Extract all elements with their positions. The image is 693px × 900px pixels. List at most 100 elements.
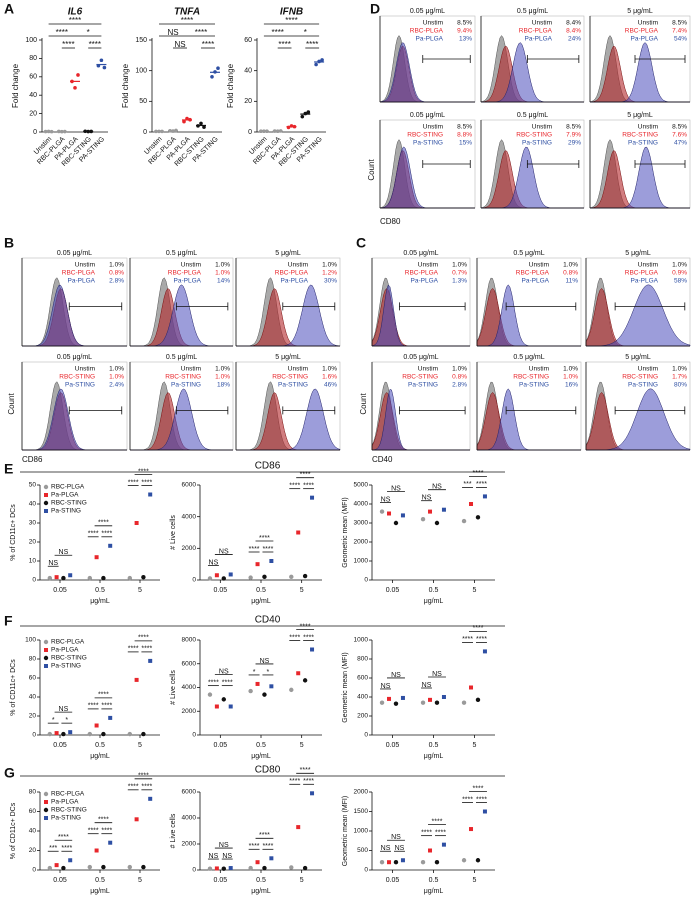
significance-label: **** (88, 531, 99, 538)
gate-percent: 8.5% (566, 124, 581, 131)
y-axis-label: Geometric mean (MFI) (342, 796, 349, 866)
data-point (207, 692, 213, 697)
data-point (441, 507, 446, 512)
legend-label: RBC-PLGA (51, 791, 85, 798)
data-point (199, 121, 203, 126)
data-point (141, 574, 146, 580)
significance-label: **** (249, 546, 260, 553)
significance-label: **** (473, 470, 484, 477)
x-tick-label: 5 (300, 587, 304, 594)
significance-label: **** (303, 634, 314, 641)
data-point (289, 865, 294, 870)
gate-name: Unstim (638, 124, 658, 131)
y-tick-label: 0 (364, 732, 368, 739)
gate-name: Unstim (288, 366, 308, 373)
y-tick-label: 5000 (354, 482, 369, 489)
data-point (54, 575, 59, 580)
gate-name: Unstim (181, 366, 201, 373)
significance-label: NS (222, 853, 232, 860)
data-point (306, 110, 311, 114)
significance-label: NS (219, 842, 229, 849)
data-point (387, 511, 392, 516)
legend-marker (44, 509, 48, 513)
gate-percent: 0.7% (452, 270, 467, 277)
significance-label: **** (289, 483, 300, 490)
data-point (379, 700, 385, 705)
significance-label: **** (98, 520, 109, 527)
data-point (420, 700, 426, 705)
panel-label: A (4, 1, 14, 17)
gate-percent: 7.6% (672, 132, 687, 139)
x-axis-label: CD40 (372, 455, 393, 464)
significance-label: NS (209, 559, 219, 566)
gate-name: Pa-PLGA (525, 36, 553, 43)
gate-percent: 8.5% (457, 124, 472, 131)
data-point (102, 65, 107, 70)
significance-label: **** (141, 479, 152, 486)
data-point (400, 513, 405, 518)
y-tick-label: 60 (29, 808, 37, 815)
significance-label: **** (473, 785, 484, 792)
gate-name: RBC-STING (513, 374, 549, 381)
data-point (428, 848, 433, 853)
significance-label: **** (259, 535, 270, 542)
gate-percent: 0.8% (563, 270, 578, 277)
y-axis-label: Fold change (121, 63, 130, 108)
histogram (476, 392, 581, 451)
gate-name: Unstim (638, 20, 658, 27)
gate-percent: 1.0% (322, 262, 337, 269)
data-point (379, 860, 385, 865)
y-tick-label: 3000 (354, 520, 369, 527)
significance-label: NS (422, 495, 432, 502)
data-point (482, 494, 487, 499)
gate-percent: 8.5% (672, 20, 687, 27)
legend-marker (43, 791, 49, 797)
x-tick-label: 0.5 (256, 587, 266, 594)
gate-percent: 1.6% (322, 374, 337, 381)
data-point (302, 865, 308, 871)
legend-marker (44, 664, 48, 668)
gate-name: Unstim (423, 20, 443, 27)
x-tick-label: 0.05 (53, 877, 67, 884)
gate-name: Pa-STING (278, 382, 308, 389)
significance-label: **** (222, 679, 233, 686)
histogram (586, 284, 691, 347)
gate-percent: 7.9% (566, 132, 581, 139)
data-point (482, 809, 487, 814)
x-axis-label: μg/mL (251, 888, 271, 895)
data-point (214, 573, 219, 578)
gate-name: Unstim (532, 20, 552, 27)
data-point (228, 866, 233, 871)
x-tick-label: 5 (473, 877, 477, 884)
significance-label: * (253, 669, 256, 676)
legend-label: RBC-STING (51, 807, 87, 814)
y-tick-label: 1000 (354, 558, 369, 565)
histogram (236, 284, 341, 347)
data-point (47, 865, 52, 871)
legend-marker (43, 655, 49, 661)
y-tick-label: 80 (29, 789, 37, 796)
gate-percent: 1.0% (109, 262, 124, 269)
significance-label: **** (462, 636, 473, 643)
panel-title: 0.05 μg/mL (410, 112, 445, 119)
data-point (314, 62, 318, 67)
legend-label: RBC-PLGA (51, 639, 85, 646)
significance-label: **** (101, 703, 112, 710)
significance-label: NS (395, 845, 405, 852)
gate-percent: 1.0% (672, 262, 687, 269)
significance-label: **** (89, 40, 101, 49)
data-point (108, 715, 113, 720)
data-point (428, 697, 433, 702)
panel-title: 0.05 μg/mL (57, 354, 92, 361)
data-point (87, 575, 93, 581)
data-point (148, 492, 153, 497)
data-point (255, 860, 260, 865)
significance-label: **** (69, 16, 81, 25)
data-point (87, 864, 93, 870)
data-point (310, 495, 315, 500)
significance-label: NS (432, 671, 442, 678)
y-tick-label: 1000 (354, 637, 369, 644)
y-tick-label: 0 (32, 577, 36, 584)
panel-title: 0.5 μg/mL (517, 112, 548, 119)
panel-label: E (4, 461, 13, 477)
